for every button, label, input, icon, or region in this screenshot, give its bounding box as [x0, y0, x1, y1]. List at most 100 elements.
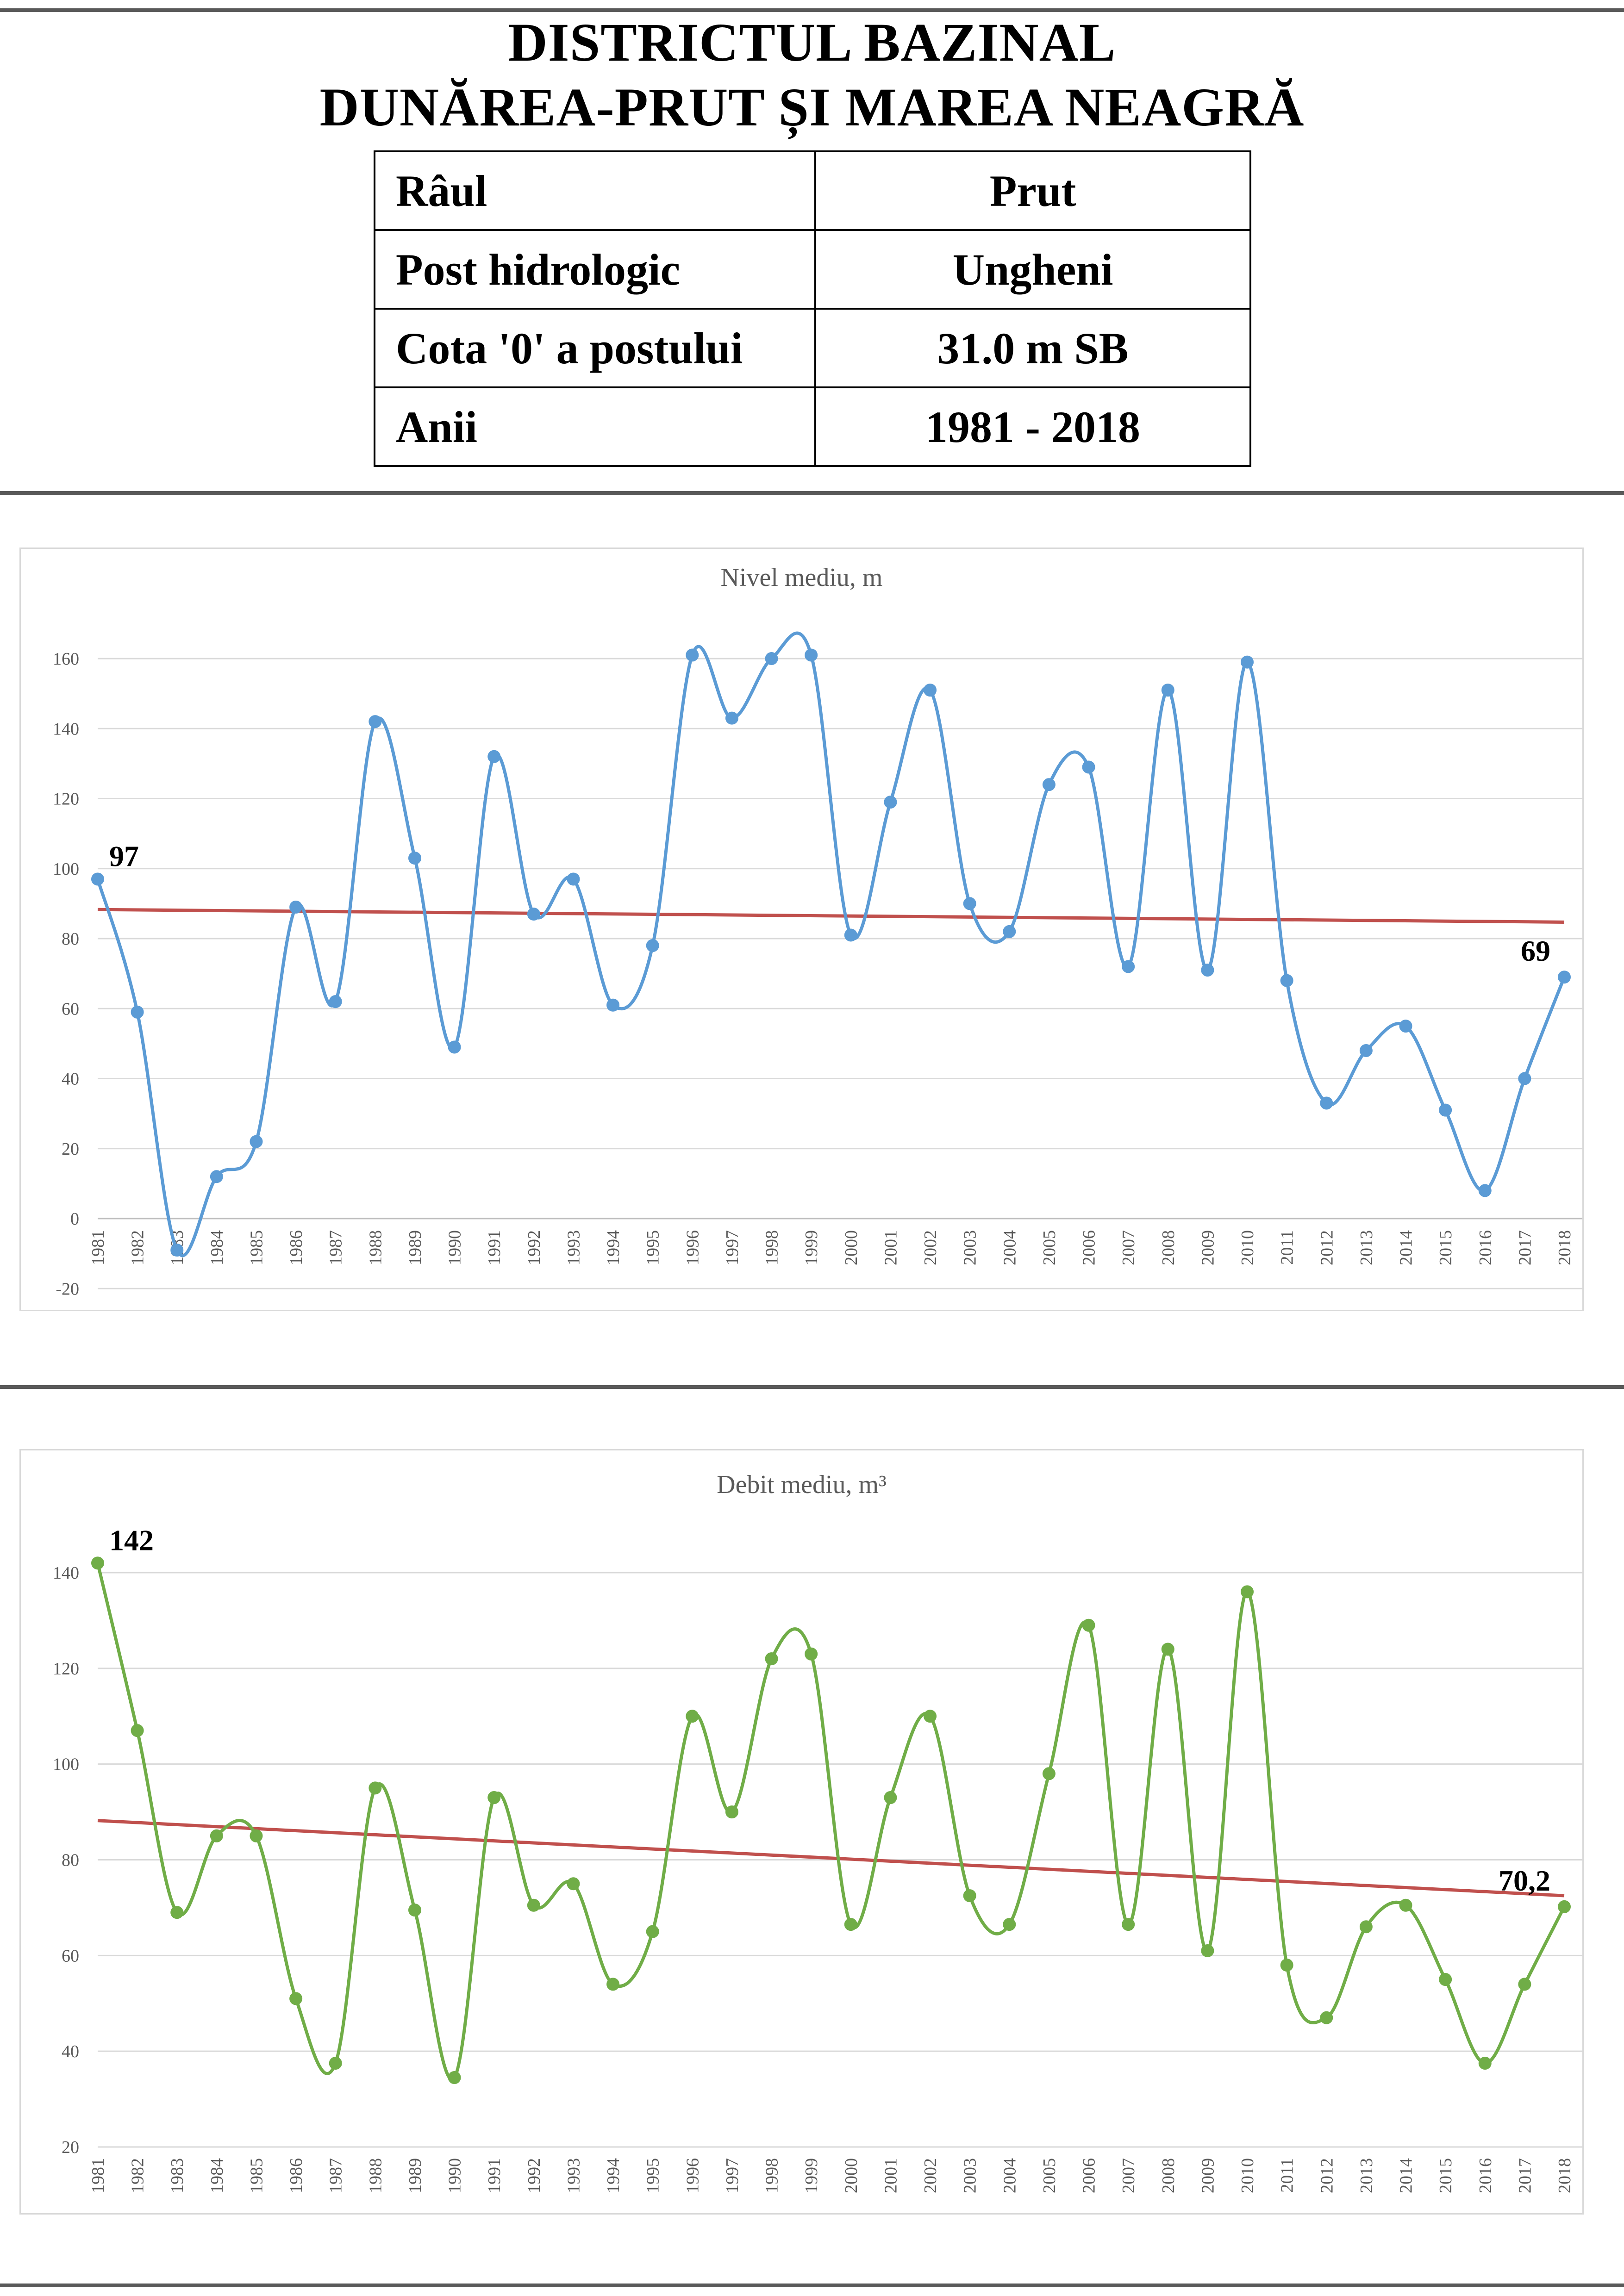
data-point — [1042, 1767, 1056, 1780]
info-row: Râul Prut — [374, 150, 1251, 231]
data-point — [1082, 760, 1095, 774]
x-tick-label: 2013 — [1357, 1230, 1376, 1265]
y-tick-label: 60 — [62, 999, 79, 1019]
data-point — [408, 852, 421, 865]
bottom-rule — [0, 2284, 1624, 2287]
data-point — [686, 648, 699, 662]
info-label: Post hidrologic — [374, 229, 816, 310]
data-point — [1241, 655, 1254, 669]
y-tick-label: 100 — [53, 1755, 79, 1774]
x-tick-label: 1982 — [128, 1230, 148, 1265]
x-tick-label: 1985 — [247, 2158, 266, 2193]
trendline — [97, 1819, 1565, 1898]
x-tick-label: 1994 — [604, 2158, 623, 2193]
data-point — [646, 1925, 659, 1938]
x-tick-label: 2012 — [1317, 2158, 1337, 2193]
top-rule — [0, 8, 1624, 12]
middle-rule — [0, 1385, 1624, 1389]
discharge-chart: Debit mediu, m³ 20 40 60 80 100 120 140 1981 1982… — [53, 1470, 1582, 2193]
x-tick-label: 2010 — [1238, 2158, 1257, 2193]
data-point — [1280, 1959, 1293, 1972]
y-tick-label: 120 — [53, 790, 79, 809]
info-row: Anii 1981 - 2018 — [374, 386, 1251, 467]
y-tick-label: 160 — [53, 649, 79, 669]
x-tick-label: 1996 — [683, 2158, 702, 2193]
header-bottom-rule — [0, 491, 1624, 495]
data-point — [844, 928, 857, 942]
y-tick-label: 140 — [53, 1563, 79, 1583]
x-tick-label: 2012 — [1317, 1230, 1337, 1265]
y-tick-label: 60 — [62, 1946, 79, 1966]
data-point — [1518, 1978, 1531, 1991]
data-point — [844, 1918, 857, 1931]
x-tick-label: 1993 — [564, 2158, 583, 2193]
x-tick-label: 1984 — [207, 1230, 227, 1265]
x-tick-label: 1988 — [366, 1230, 385, 1265]
series-line — [96, 1562, 1566, 2081]
data-point — [1399, 1898, 1412, 1912]
data-point — [646, 939, 659, 952]
data-point — [210, 1170, 223, 1183]
x-tick-label: 2001 — [881, 1230, 900, 1265]
info-label: Râul — [374, 150, 816, 231]
data-point — [1399, 1020, 1412, 1033]
y-tick-label: 20 — [62, 2138, 79, 2157]
data-point — [448, 2071, 461, 2084]
y-tick-label: 80 — [62, 929, 79, 949]
data-point — [884, 796, 897, 809]
page-title-line-1: DISTRICTUL BAZINAL — [508, 12, 1116, 73]
data-point — [1478, 2057, 1492, 2070]
data-point — [329, 2057, 342, 2070]
data-point — [1320, 1096, 1333, 1110]
x-tick-label: 1998 — [762, 1230, 782, 1265]
x-tick-label: 2004 — [1000, 1230, 1019, 1265]
y-tick-label: 0 — [70, 1209, 79, 1229]
data-point — [131, 1724, 144, 1737]
x-tick-label: 1991 — [485, 1230, 504, 1265]
level-chart: Nivel mediu, m -20 0 20 40 60 80 100 120 140 160 19… — [53, 563, 1582, 1299]
x-tick-label: 1997 — [723, 1230, 742, 1265]
x-tick-label: 1986 — [287, 2158, 306, 2193]
x-tick-label: 2005 — [1040, 2158, 1059, 2193]
data-point — [1201, 964, 1214, 977]
data-point — [1439, 1103, 1452, 1117]
x-tick-label: 1999 — [802, 2158, 821, 2193]
level-chart-panel: Nivel mediu, m -20 0 20 40 60 80 100 120 140 160 19… — [19, 548, 1584, 1311]
page-title-line-2: DUNĂREA-PRUT ȘI MAREA NEAGRĂ — [319, 77, 1305, 137]
x-tick-label: 1989 — [406, 2158, 425, 2193]
data-point — [91, 1556, 104, 1570]
x-tick-label: 2014 — [1397, 2158, 1416, 2193]
data-point — [567, 872, 580, 886]
x-tick-label: 2006 — [1080, 2158, 1099, 2193]
data-point — [1478, 1184, 1492, 1197]
data-point — [250, 1135, 263, 1148]
data-point — [1161, 684, 1174, 697]
data-point — [1122, 960, 1135, 973]
data-point — [91, 872, 104, 886]
data-point — [1003, 1918, 1016, 1931]
data-point — [170, 1244, 184, 1257]
x-tick-label: 2016 — [1476, 2158, 1495, 2193]
x-tick-label: 2017 — [1515, 1230, 1535, 1265]
x-tick-label: 1992 — [525, 2158, 544, 2193]
x-tick-label: 2002 — [921, 2158, 940, 2193]
x-tick-label: 2003 — [961, 1230, 980, 1265]
x-tick-label: 1995 — [643, 2158, 663, 2193]
data-point — [725, 1805, 738, 1819]
chart-title: Debit mediu, m³ — [717, 1470, 887, 1499]
info-value: 1981 - 2018 — [814, 386, 1251, 467]
data-point — [369, 715, 382, 728]
x-tick-label: 1982 — [128, 2158, 148, 2193]
data-point — [606, 1978, 620, 1991]
data-point — [448, 1040, 461, 1054]
data-point — [963, 1889, 976, 1903]
data-label: 97 — [109, 840, 139, 872]
data-point — [1359, 1044, 1373, 1057]
data-point — [131, 1005, 144, 1019]
x-tick-label: 2016 — [1476, 1230, 1495, 1265]
x-tick-label: 1997 — [723, 2158, 742, 2193]
data-point — [805, 648, 818, 662]
x-tick-label: 2000 — [842, 1230, 861, 1265]
x-tick-label: 2015 — [1436, 2158, 1455, 2193]
x-tick-label: 2007 — [1119, 2158, 1138, 2193]
